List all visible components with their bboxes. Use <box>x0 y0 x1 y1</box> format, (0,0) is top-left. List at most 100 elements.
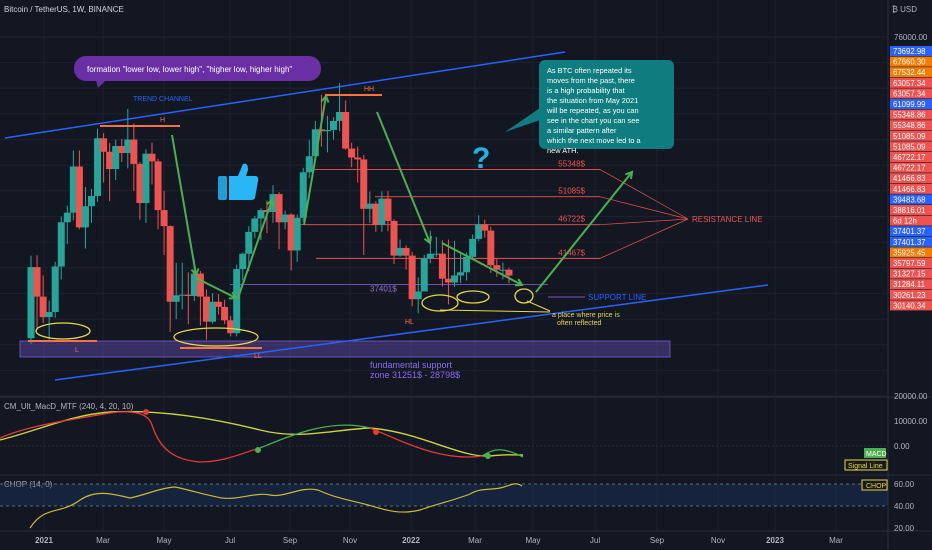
resistance-level-label: 46722$ <box>558 215 585 224</box>
price-tick-label: 76000.00 <box>894 33 928 42</box>
formation-bubble-tail <box>96 80 106 88</box>
candle-body <box>305 156 313 173</box>
price-badge-label: 63057.34 <box>893 89 926 98</box>
macd-cross-dot <box>373 429 379 435</box>
candle-body <box>348 148 356 158</box>
trend-arrow <box>237 199 273 299</box>
currency-selector[interactable]: ₿ USD <box>892 5 917 14</box>
info-text-line: which the next move led to a <box>546 136 642 145</box>
fundamental-zone-box <box>19 340 671 358</box>
price-badge-label: 55348.86 <box>893 111 926 120</box>
highlight-ellipse <box>35 322 91 340</box>
info-text-line: see in the chart you can see <box>547 116 639 125</box>
price-badge <box>890 173 932 184</box>
candle-body <box>160 210 168 227</box>
reflect-pointer <box>526 300 551 312</box>
price-badge <box>890 247 932 258</box>
info-bubble-tail <box>505 100 552 132</box>
candle-body <box>33 267 41 297</box>
price-badge <box>890 67 932 78</box>
trend-arrowhead <box>514 278 524 287</box>
time-tick-label: 2021 <box>35 536 53 545</box>
candle-body <box>420 258 428 292</box>
price-axis: 76000.0072000.0020000.0073692.9867660.30… <box>844 33 932 533</box>
trend-channel-label: TREND CHANNEL <box>133 96 193 103</box>
candle-body <box>493 265 501 270</box>
price-badge-label: 63057.34 <box>893 79 926 88</box>
candle-body <box>142 153 150 204</box>
reflect-label: a place where price is <box>552 312 620 319</box>
candle-body <box>475 224 483 239</box>
candle-body <box>336 112 344 121</box>
info-text-line: will be repeated, as you can <box>546 106 639 115</box>
fundamental-zone-label: fundamental support <box>370 360 453 370</box>
time-tick-label: May <box>156 536 171 545</box>
candle-body <box>178 294 186 296</box>
time-tick-label: Sep <box>283 536 298 545</box>
macd-legend-label: MACD <box>866 451 887 458</box>
trend-arrowhead <box>266 198 275 208</box>
macd-legend-badge <box>864 448 886 458</box>
time-tick-label: Nov <box>343 536 357 545</box>
price-badge <box>890 226 932 237</box>
resistance-line-label: RESISTANCE LINE <box>692 215 763 224</box>
candle-body <box>57 222 65 267</box>
chop-tick-label: 60.00 <box>894 480 915 489</box>
price-badge-label: 6d 12h <box>893 217 917 226</box>
resistance-pointer <box>599 169 689 220</box>
candle-body <box>148 153 156 162</box>
candle-body <box>384 198 392 221</box>
chop-legend-badge <box>861 479 888 491</box>
formation-bubble <box>74 56 321 81</box>
macd-cross-dot <box>143 409 149 415</box>
price-badge-label: 67532.44 <box>893 68 926 77</box>
highlight-ellipse <box>514 288 534 304</box>
price-badge <box>890 194 932 205</box>
price-badge-label: 30140.34 <box>893 301 926 310</box>
candle-body <box>112 145 120 170</box>
question-mark-icon: ? <box>472 142 490 175</box>
trend-arrowhead <box>423 235 433 245</box>
macd-line <box>481 449 524 458</box>
symbol-title[interactable]: Bitcoin / TetherUS, 1W, BINANCE <box>4 5 124 14</box>
info-text-line: is a high probability that <box>547 86 625 95</box>
currency-label: USD <box>900 5 918 14</box>
trend-arrow <box>171 134 197 276</box>
swing-marker-label: HH <box>364 86 374 93</box>
candle-body <box>184 294 192 296</box>
price-badge-label: 37401.37 <box>893 238 926 247</box>
time-tick-label: 2023 <box>766 536 784 545</box>
price-badge <box>890 130 932 141</box>
price-badge-label: 51085.09 <box>893 132 926 141</box>
price-badge <box>890 120 932 131</box>
candle-body <box>396 247 404 256</box>
candle-body <box>251 218 259 232</box>
candle-body <box>75 166 83 228</box>
resistance-level-label: 55348$ <box>558 159 585 168</box>
thumb-cuff <box>218 176 227 200</box>
support-level-label: 37401$ <box>370 284 397 293</box>
candle-body <box>190 273 198 296</box>
resistance-pointer <box>599 196 689 220</box>
candle-body <box>94 138 102 196</box>
price-badge <box>890 215 932 226</box>
time-tick-label: Nov <box>711 536 725 545</box>
trend-arrowhead <box>190 268 200 277</box>
info-text-line: the situation from May 2021 <box>547 96 638 105</box>
candle-body <box>233 269 241 334</box>
price-badge-label: 46722.17 <box>893 164 926 173</box>
candle-body <box>342 112 350 149</box>
candle-body <box>100 138 108 152</box>
info-text-line: As BTC often repeated its <box>547 66 632 75</box>
candle-body <box>378 198 386 225</box>
candle-body <box>221 306 229 321</box>
price-badge <box>890 152 932 162</box>
price-badge <box>890 77 932 88</box>
candle-body <box>106 151 114 170</box>
trend-arrow <box>535 171 633 293</box>
candle-body <box>245 231 253 254</box>
candle-body <box>481 224 489 231</box>
